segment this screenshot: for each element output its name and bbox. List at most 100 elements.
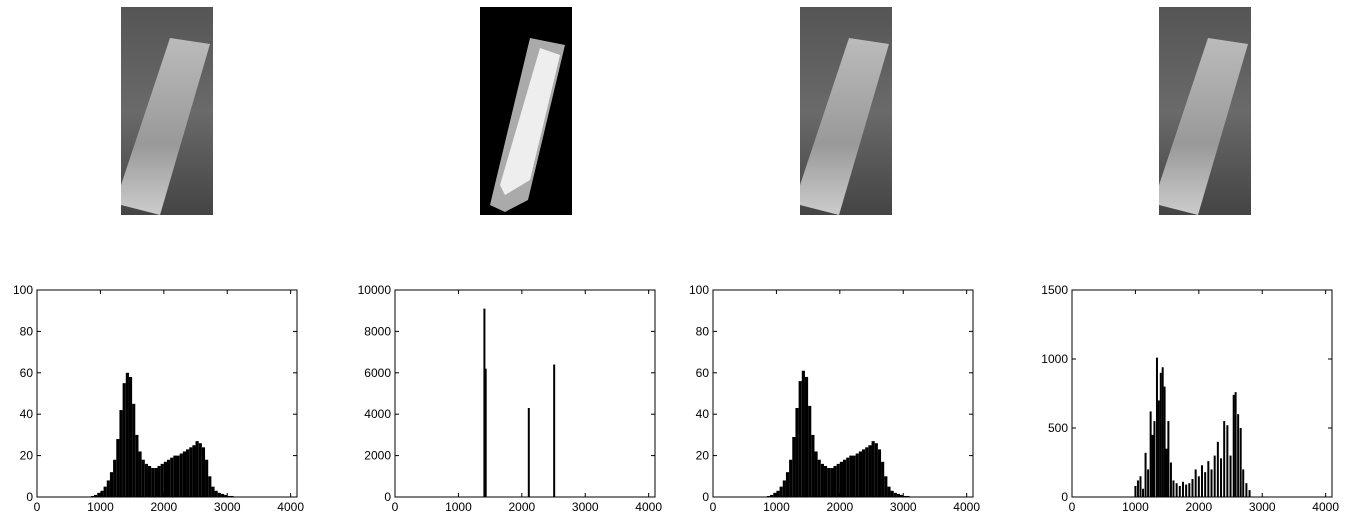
bar <box>1232 394 1235 497</box>
histogram-bar <box>900 494 904 497</box>
histogram-bar <box>789 459 793 497</box>
x-tick-label: 4000 <box>635 500 662 514</box>
histogram-bar <box>792 436 796 497</box>
image-equalized <box>1159 7 1251 215</box>
histogram-bar <box>141 459 145 497</box>
histogram-bar <box>116 439 120 497</box>
bar <box>1139 476 1142 497</box>
x-tick-label: 1000 <box>87 500 114 514</box>
bar <box>1213 455 1216 497</box>
y-tick-label: 6000 <box>364 366 391 380</box>
histogram-bar <box>167 459 171 497</box>
histogram-bar <box>163 461 167 497</box>
x-tick-label: 2000 <box>826 500 853 514</box>
bar <box>1248 490 1251 497</box>
histogram-bar <box>122 383 126 497</box>
y-tick-label: 2000 <box>364 449 391 463</box>
histogram-bar <box>884 476 888 497</box>
y-tick-label: 40 <box>20 407 34 421</box>
histogram-bar <box>773 492 777 497</box>
bar <box>1191 479 1194 497</box>
histogram-bar <box>855 453 859 497</box>
bar <box>1147 469 1150 497</box>
y-tick-label: 8000 <box>364 324 391 338</box>
histogram-bar <box>846 457 850 497</box>
histogram-bar <box>770 494 774 497</box>
histogram-bar <box>776 490 780 497</box>
axes-box <box>712 289 974 498</box>
bar <box>1216 441 1219 497</box>
x-tick-label: 3000 <box>572 500 599 514</box>
x-tick-label: 1000 <box>1122 500 1149 514</box>
histogram-bar <box>871 441 875 497</box>
y-tick-label: 100 <box>689 283 709 297</box>
histogram-bar <box>785 472 790 497</box>
histogram-bar <box>839 461 843 497</box>
histogram-bar <box>811 434 815 497</box>
histogram-bar <box>849 455 853 497</box>
histogram-bar <box>90 495 95 497</box>
histogram-bar <box>192 445 196 497</box>
histogram-bar <box>179 453 183 497</box>
histogram-bar <box>128 376 133 497</box>
histogram-bar <box>94 494 98 497</box>
histogram-bar <box>208 476 212 497</box>
bar <box>1185 484 1188 497</box>
histogram-bar <box>195 441 199 497</box>
bar <box>1136 480 1139 497</box>
histogram-bar <box>173 455 177 497</box>
histogram-bar <box>881 461 885 497</box>
bar <box>1242 469 1245 497</box>
bar <box>1239 428 1242 497</box>
bar <box>1201 465 1203 497</box>
x-tick-label: 0 <box>710 500 717 514</box>
histogram-bar <box>877 449 882 497</box>
bar <box>484 368 487 497</box>
bar <box>1226 425 1229 497</box>
bar <box>1223 421 1226 497</box>
histogram-bar <box>801 370 805 497</box>
histogram-bar <box>230 495 234 497</box>
bar <box>483 308 486 497</box>
histogram-bar <box>176 455 180 497</box>
histogram-bar <box>100 490 104 497</box>
histogram-bar <box>865 447 869 497</box>
histogram-bar <box>106 480 110 497</box>
x-tick-label: 3000 <box>214 500 241 514</box>
bar <box>1204 472 1207 497</box>
histogram-bar <box>858 451 863 497</box>
histogram-bar <box>182 451 187 497</box>
bar <box>553 364 556 497</box>
bar <box>1151 434 1154 497</box>
histogram-bar <box>862 449 866 497</box>
x-tick-label: 0 <box>392 500 399 514</box>
bar <box>1194 469 1197 497</box>
histogram-bar <box>198 443 202 497</box>
bar <box>1159 372 1162 497</box>
histogram-bar <box>103 486 107 497</box>
bar <box>1144 452 1147 497</box>
y-tick-label: 1000 <box>1041 352 1068 366</box>
x-tick-label: 2000 <box>150 500 177 514</box>
bar <box>1178 485 1181 497</box>
bar <box>1181 481 1184 497</box>
y-tick-label: 0 <box>384 490 391 504</box>
image-original <box>121 7 213 215</box>
histogram-bar <box>820 463 824 497</box>
histogram-bar <box>119 410 123 497</box>
bar <box>1142 488 1145 497</box>
histogram-bar <box>227 495 231 497</box>
y-tick-label: 10000 <box>358 283 392 297</box>
bar <box>1245 483 1248 497</box>
histogram-bar <box>135 434 139 497</box>
histogram-bar <box>817 459 821 497</box>
y-tick-label: 1500 <box>1041 283 1068 297</box>
bar <box>1161 367 1164 497</box>
bar <box>1169 462 1172 497</box>
x-tick-label: 2000 <box>508 500 535 514</box>
histogram-bar <box>887 486 891 497</box>
histogram-bar <box>138 451 142 497</box>
histogram-bar <box>151 468 155 497</box>
bar <box>1163 386 1166 497</box>
bar <box>1153 421 1156 497</box>
